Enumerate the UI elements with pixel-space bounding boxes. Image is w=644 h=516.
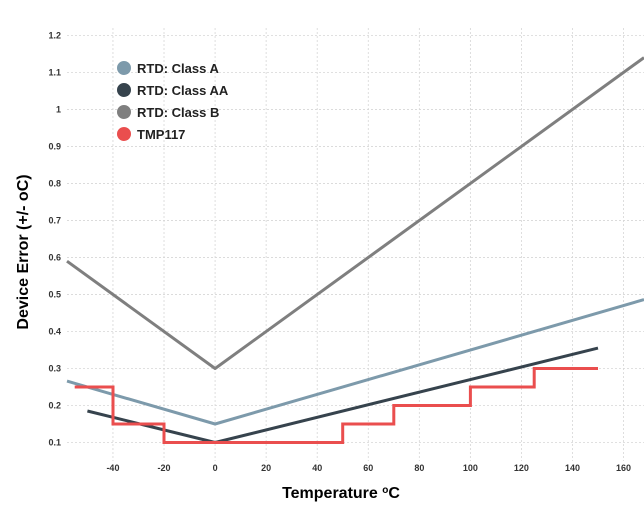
x-tick-label: 120 bbox=[514, 463, 529, 473]
y-tick-label: 0.1 bbox=[48, 437, 61, 447]
y-tick-label: 0.9 bbox=[48, 141, 61, 151]
y-tick-label: 0.6 bbox=[48, 252, 61, 262]
plot-series bbox=[66, 56, 644, 444]
x-tick-label: 80 bbox=[414, 463, 424, 473]
legend: RTD: Class A RTD: Class AA RTD: Class B TMP… bbox=[117, 61, 229, 142]
legend-marker bbox=[117, 61, 131, 75]
x-tick-label: 140 bbox=[565, 463, 580, 473]
legend-marker bbox=[117, 127, 131, 141]
x-tick-label: 160 bbox=[616, 463, 631, 473]
series-line-rtd-class-a bbox=[66, 298, 644, 426]
legend-label: RTD: Class B bbox=[137, 105, 219, 120]
y-tick-label: 1 bbox=[56, 104, 61, 114]
y-tick-label: 0.4 bbox=[48, 326, 61, 336]
x-axis-title: Temperature oC bbox=[282, 485, 400, 503]
x-tick-label: -40 bbox=[106, 463, 119, 473]
x-tick-label: -20 bbox=[158, 463, 171, 473]
x-tick-label: 20 bbox=[261, 463, 271, 473]
x-tick-label: 100 bbox=[463, 463, 478, 473]
x-tick-label: 60 bbox=[363, 463, 373, 473]
series-line-rtd-class-b bbox=[66, 56, 644, 370]
legend-label: TMP117 bbox=[137, 127, 185, 142]
y-tick-label: 0.5 bbox=[48, 289, 61, 299]
legend-label: RTD: Class AA bbox=[137, 83, 229, 98]
y-tick-label: 1.1 bbox=[48, 67, 61, 77]
legend-label: RTD: Class A bbox=[137, 61, 219, 76]
y-axis-title: Device Error (+/- oC) bbox=[15, 174, 32, 329]
y-tick-label: 0.8 bbox=[48, 178, 61, 188]
x-tick-label: 0 bbox=[213, 463, 218, 473]
legend-marker bbox=[117, 105, 131, 119]
y-tick-label: 1.2 bbox=[48, 30, 61, 40]
tick-labels: -40 -20 0 20 40 60 80 100 120 140 160 0.1 0.2 0.3 0.4 0… bbox=[48, 30, 631, 473]
y-tick-label: 0.3 bbox=[48, 363, 61, 373]
y-tick-label: 0.7 bbox=[48, 215, 61, 225]
y-tick-label: 0.2 bbox=[48, 400, 61, 410]
series-line-tmp117 bbox=[74, 367, 598, 444]
legend-marker bbox=[117, 83, 131, 97]
x-tick-label: 40 bbox=[312, 463, 322, 473]
